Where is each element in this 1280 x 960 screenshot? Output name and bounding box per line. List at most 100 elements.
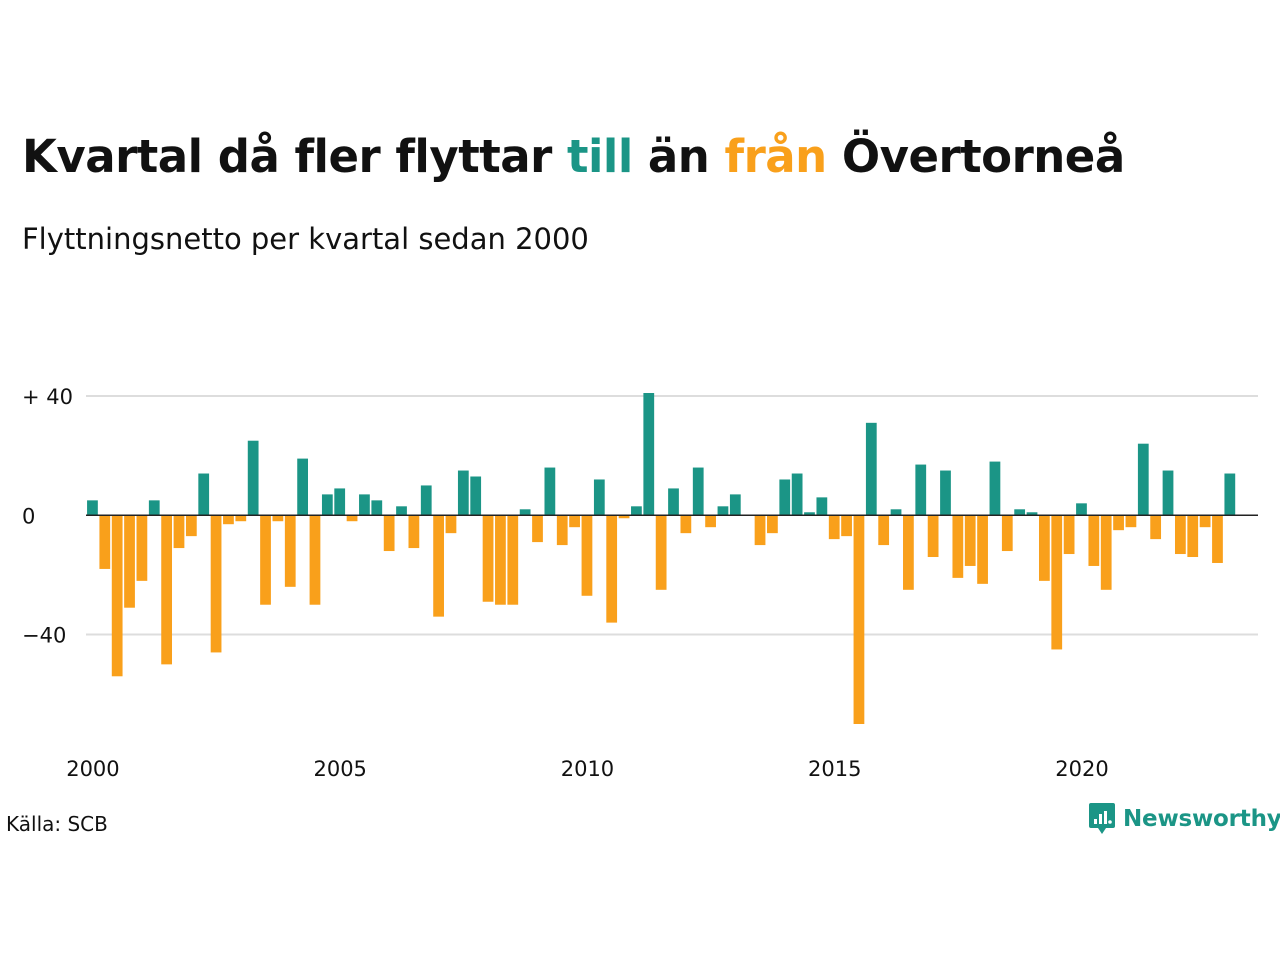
bar — [371, 500, 383, 516]
bar — [804, 512, 815, 516]
bar — [606, 515, 618, 623]
x-tick-label: 2005 — [313, 757, 366, 781]
bar — [1113, 515, 1124, 531]
bar — [1187, 515, 1199, 558]
bar-chart: + 40 0 −40 2000 2005 2010 2015 2020 — [22, 385, 1258, 781]
bar — [433, 515, 444, 617]
bar — [1224, 473, 1236, 516]
title-text-1: Kvartal då fler flyttar — [22, 130, 567, 183]
title-text-3: Övertorneå — [826, 130, 1125, 183]
bar — [1100, 515, 1112, 590]
bar — [519, 509, 531, 516]
bar — [247, 440, 259, 516]
bar — [680, 515, 692, 534]
bar — [977, 515, 988, 584]
title-text-2: än — [632, 130, 725, 183]
bar — [1212, 515, 1223, 563]
bar — [569, 515, 580, 528]
bar — [457, 470, 469, 516]
bar — [927, 515, 939, 558]
x-tick-label: 2000 — [66, 757, 119, 781]
brand-name: Newsworthy — [1123, 806, 1280, 832]
bar — [964, 515, 976, 566]
bar — [1174, 515, 1186, 555]
bar — [284, 515, 296, 587]
title-word-fran: från — [724, 130, 828, 183]
bar — [631, 506, 642, 516]
bar — [828, 515, 840, 540]
bar — [470, 476, 482, 516]
y-tick-label: + 40 — [22, 385, 73, 409]
bar — [507, 515, 519, 605]
x-tick-label: 2015 — [808, 757, 861, 781]
bar — [297, 458, 308, 516]
bar — [767, 515, 778, 534]
bar — [260, 515, 271, 605]
bar — [396, 506, 407, 516]
bar — [705, 515, 716, 528]
bar — [223, 515, 234, 525]
bar — [1088, 515, 1100, 566]
bar — [346, 515, 358, 522]
bar — [544, 467, 556, 516]
bar — [668, 488, 679, 516]
x-tick-label: 2020 — [1055, 757, 1108, 781]
bar — [853, 515, 865, 724]
bar — [198, 473, 210, 516]
y-tick-label: 0 — [22, 504, 35, 528]
bar — [593, 479, 605, 516]
bar — [383, 515, 395, 552]
bar — [865, 422, 877, 516]
bar — [185, 515, 197, 537]
bar — [420, 485, 432, 516]
bar — [161, 515, 173, 665]
title-word-till: till — [566, 130, 633, 183]
bar — [729, 494, 741, 516]
bar — [878, 515, 890, 546]
bar — [581, 515, 593, 596]
bar — [99, 515, 111, 569]
bar — [321, 494, 333, 516]
bar — [482, 515, 494, 602]
bar — [124, 515, 135, 608]
bar — [87, 500, 98, 516]
bar — [272, 515, 284, 522]
bar — [495, 515, 506, 605]
bar — [1001, 515, 1013, 552]
bar — [532, 515, 543, 543]
brand-logo: Newsworthy — [1088, 802, 1280, 836]
bar — [173, 515, 185, 549]
bar — [940, 470, 951, 516]
bar — [1199, 515, 1211, 528]
bar — [989, 461, 1001, 516]
bar — [1063, 515, 1075, 555]
bar — [359, 494, 370, 516]
bar — [235, 515, 247, 522]
y-tick-label: −40 — [22, 624, 66, 648]
bar — [1039, 515, 1050, 581]
newsworthy-logo-icon — [1089, 803, 1115, 834]
bar — [903, 515, 914, 590]
bar — [148, 500, 160, 516]
x-tick-labels: 2000 2005 2010 2015 2020 — [66, 757, 1108, 781]
bar — [1137, 443, 1149, 516]
bar — [334, 488, 346, 516]
bar — [1076, 503, 1087, 516]
bar — [915, 464, 927, 516]
bar — [408, 515, 420, 549]
bar — [111, 515, 123, 677]
bars — [87, 393, 1236, 724]
bar — [445, 515, 457, 534]
bar — [754, 515, 766, 546]
chart-title: Kvartal då fler flyttar till än från Öve… — [22, 130, 1125, 183]
x-tick-label: 2010 — [561, 757, 614, 781]
source-note: Källa: SCB — [6, 812, 108, 836]
bar — [618, 515, 630, 519]
bar — [556, 515, 568, 546]
y-tick-labels: + 40 0 −40 — [22, 385, 73, 648]
bar — [1162, 470, 1174, 516]
bar — [655, 515, 667, 590]
bar — [1026, 512, 1038, 516]
bar — [1125, 515, 1137, 528]
bar — [952, 515, 964, 578]
